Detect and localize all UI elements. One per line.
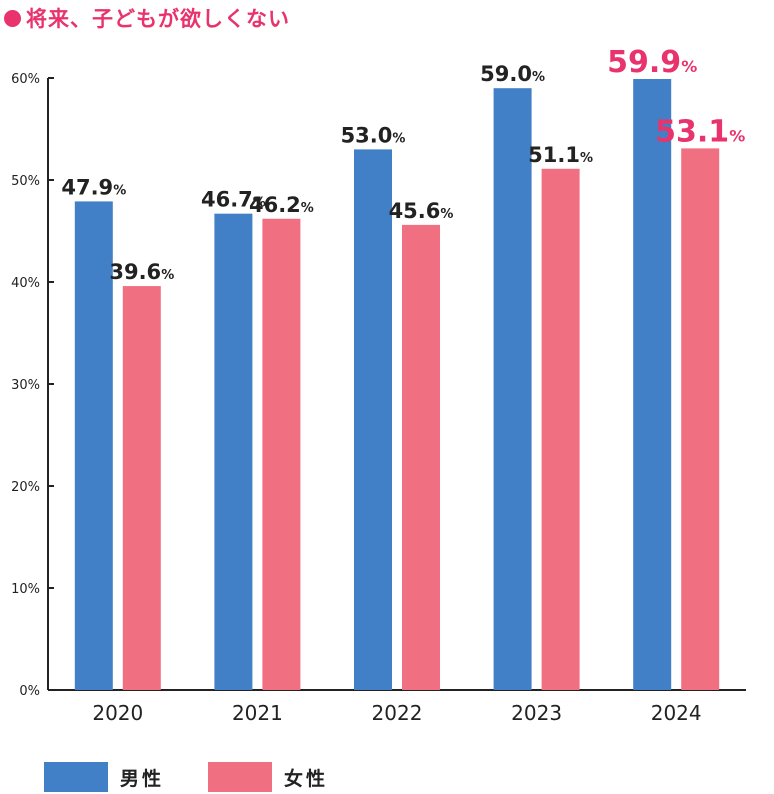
data-label: 46.2% bbox=[249, 193, 314, 217]
legend-label-female: 女性 bbox=[284, 767, 329, 790]
bar-male-2023 bbox=[493, 88, 532, 690]
y-tick-label: 40% bbox=[11, 276, 40, 291]
bar-male-2022 bbox=[354, 149, 392, 690]
bar-male-2024 bbox=[633, 79, 672, 690]
chart-title-text: 将来、子どもが欲しくない bbox=[26, 7, 290, 31]
bar-male-2021 bbox=[214, 213, 253, 690]
x-tick-label: 2022 bbox=[372, 701, 423, 725]
data-label: 45.6% bbox=[389, 199, 454, 223]
data-label: 39.6% bbox=[109, 260, 174, 284]
data-label: 53.1% bbox=[655, 114, 745, 149]
legend-label-male: 男性 bbox=[120, 767, 165, 790]
legend-item-male: 男性 bbox=[44, 762, 164, 792]
bar-female-2024 bbox=[681, 148, 720, 690]
bar-female-2021 bbox=[262, 218, 301, 690]
legend-swatch-female bbox=[208, 762, 273, 792]
bar-male-2020 bbox=[74, 201, 113, 691]
legend-item-female: 女性 bbox=[208, 762, 328, 792]
x-tick-label: 2023 bbox=[511, 701, 562, 725]
bar-female-2020 bbox=[122, 286, 161, 690]
bullet-icon bbox=[4, 9, 21, 27]
y-tick-label: 10% bbox=[11, 582, 40, 597]
data-label: 51.1% bbox=[528, 143, 593, 167]
y-tick-label: 20% bbox=[11, 480, 40, 495]
x-tick-label: 2024 bbox=[651, 701, 702, 725]
bar-female-2022 bbox=[402, 224, 440, 690]
y-tick-label: 60% bbox=[11, 72, 40, 87]
data-label: 53.0% bbox=[341, 123, 406, 147]
data-label: 59.0% bbox=[480, 62, 545, 86]
x-tick-label: 2021 bbox=[232, 701, 283, 725]
data-label: 46.7% bbox=[201, 188, 266, 212]
y-tick-label: 0% bbox=[19, 684, 40, 699]
bar-chart: 0%10%20%30%40%50%60%47.9%39.6%202046.7%4… bbox=[11, 45, 746, 725]
y-tick-label: 30% bbox=[11, 378, 40, 393]
chart-title: 将来、子どもが欲しくない bbox=[4, 4, 290, 32]
bar-female-2023 bbox=[541, 168, 580, 690]
legend-swatch-male bbox=[44, 762, 108, 792]
data-label: 59.9% bbox=[607, 45, 697, 80]
y-tick-label: 50% bbox=[11, 174, 40, 189]
legend: 男性 女性 bbox=[44, 762, 372, 792]
data-label: 47.9% bbox=[61, 175, 126, 199]
x-tick-label: 2020 bbox=[92, 701, 143, 725]
